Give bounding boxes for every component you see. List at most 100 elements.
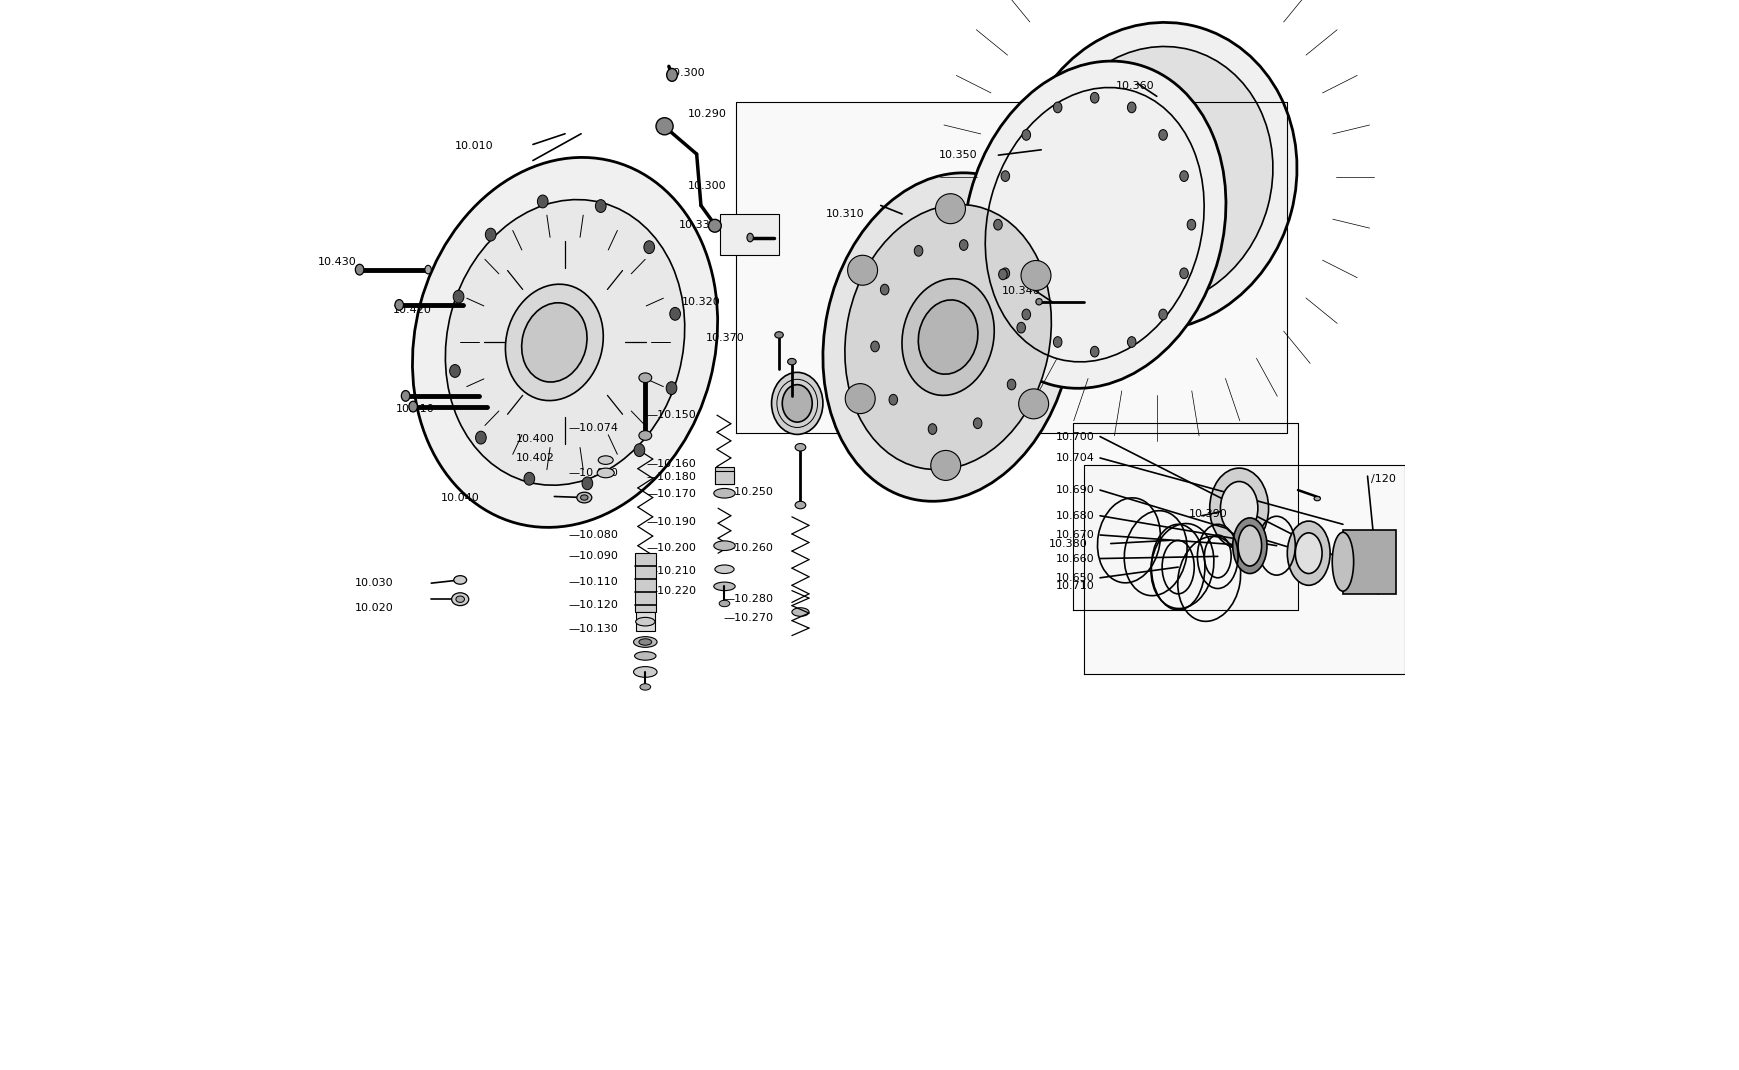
- Bar: [715, 467, 734, 484]
- Text: 10.420: 10.420: [393, 305, 431, 316]
- Ellipse shape: [1052, 102, 1061, 112]
- Text: 10.360: 10.360: [1115, 80, 1155, 91]
- Ellipse shape: [1186, 219, 1195, 230]
- Text: 10.040: 10.040: [440, 492, 480, 503]
- Polygon shape: [1073, 423, 1297, 610]
- Text: —10.180: —10.180: [647, 472, 696, 483]
- Ellipse shape: [918, 300, 977, 374]
- Ellipse shape: [1179, 171, 1188, 182]
- Ellipse shape: [638, 639, 652, 645]
- Text: 10.650: 10.650: [1056, 572, 1094, 583]
- Text: 10.330: 10.330: [678, 219, 716, 230]
- Ellipse shape: [795, 444, 805, 452]
- Ellipse shape: [715, 565, 734, 574]
- Ellipse shape: [355, 264, 363, 275]
- Text: 10.690: 10.690: [1056, 485, 1094, 495]
- Text: 10.430: 10.430: [318, 257, 356, 268]
- Text: 10.704: 10.704: [1056, 453, 1094, 463]
- Ellipse shape: [972, 418, 981, 429]
- Ellipse shape: [475, 431, 485, 444]
- Ellipse shape: [930, 450, 960, 480]
- Ellipse shape: [1209, 469, 1268, 549]
- Text: 10.400: 10.400: [515, 433, 555, 444]
- Ellipse shape: [1158, 129, 1167, 140]
- Ellipse shape: [666, 382, 676, 395]
- Text: —10.080: —10.080: [569, 530, 617, 540]
- Ellipse shape: [1017, 388, 1049, 418]
- Text: —10.210: —10.210: [647, 566, 696, 577]
- Ellipse shape: [577, 492, 591, 503]
- Ellipse shape: [993, 219, 1002, 230]
- Text: 10.370: 10.370: [706, 333, 744, 343]
- Text: 10.340: 10.340: [1002, 286, 1040, 296]
- Ellipse shape: [998, 269, 1007, 279]
- Ellipse shape: [635, 652, 656, 660]
- Ellipse shape: [638, 372, 652, 383]
- Ellipse shape: [1313, 496, 1320, 501]
- Ellipse shape: [452, 593, 468, 606]
- Ellipse shape: [795, 501, 805, 509]
- Ellipse shape: [746, 233, 753, 242]
- Ellipse shape: [596, 469, 614, 478]
- Text: 10.310: 10.310: [826, 209, 864, 219]
- Text: /120: /120: [1370, 474, 1395, 485]
- Ellipse shape: [449, 365, 461, 378]
- Ellipse shape: [1040, 46, 1273, 307]
- Ellipse shape: [1000, 171, 1009, 182]
- Polygon shape: [1083, 465, 1403, 674]
- Ellipse shape: [936, 194, 965, 224]
- Text: —10.130: —10.130: [569, 624, 617, 635]
- Ellipse shape: [635, 617, 654, 626]
- Ellipse shape: [1158, 309, 1167, 320]
- Ellipse shape: [788, 358, 796, 365]
- Text: 10.020: 10.020: [355, 602, 393, 613]
- Ellipse shape: [424, 265, 431, 274]
- Text: 10.700: 10.700: [1056, 431, 1094, 442]
- Text: 10.402: 10.402: [515, 453, 555, 463]
- Text: —10.120: —10.120: [569, 599, 617, 610]
- Text: 10.380: 10.380: [1049, 538, 1087, 549]
- Ellipse shape: [889, 395, 897, 406]
- Ellipse shape: [713, 582, 736, 591]
- Bar: [720, 214, 779, 255]
- Text: 10.390: 10.390: [1188, 508, 1228, 519]
- Text: —10.220: —10.220: [647, 585, 696, 596]
- Ellipse shape: [1127, 102, 1136, 112]
- Ellipse shape: [1238, 525, 1261, 566]
- Ellipse shape: [456, 596, 464, 602]
- Ellipse shape: [1035, 299, 1042, 305]
- Ellipse shape: [485, 228, 496, 241]
- Ellipse shape: [901, 278, 993, 396]
- Text: 10.320: 10.320: [682, 296, 720, 307]
- Ellipse shape: [1021, 309, 1029, 320]
- Ellipse shape: [1231, 518, 1266, 574]
- Ellipse shape: [791, 608, 809, 616]
- Text: —10.190: —10.190: [647, 517, 696, 528]
- Bar: [715, 471, 734, 484]
- Ellipse shape: [633, 667, 657, 677]
- Ellipse shape: [1219, 482, 1257, 535]
- Ellipse shape: [958, 240, 967, 250]
- Bar: [635, 612, 654, 631]
- Ellipse shape: [581, 495, 588, 501]
- Ellipse shape: [454, 576, 466, 584]
- Ellipse shape: [402, 391, 410, 401]
- Ellipse shape: [718, 600, 729, 607]
- Text: 10.300: 10.300: [666, 67, 704, 78]
- Circle shape: [656, 118, 673, 135]
- Text: 10.300: 10.300: [687, 181, 727, 192]
- Text: —10.280: —10.280: [723, 594, 774, 605]
- Ellipse shape: [870, 341, 878, 352]
- Ellipse shape: [445, 200, 685, 485]
- Text: 10.010: 10.010: [454, 140, 494, 151]
- Ellipse shape: [783, 385, 812, 423]
- Ellipse shape: [1007, 379, 1016, 389]
- Text: 10.030: 10.030: [355, 578, 393, 589]
- Ellipse shape: [713, 488, 736, 499]
- Ellipse shape: [1332, 533, 1353, 592]
- Ellipse shape: [595, 200, 605, 213]
- Ellipse shape: [1090, 347, 1099, 357]
- Ellipse shape: [774, 332, 783, 338]
- Ellipse shape: [633, 637, 657, 647]
- Text: —10.110: —10.110: [569, 577, 617, 587]
